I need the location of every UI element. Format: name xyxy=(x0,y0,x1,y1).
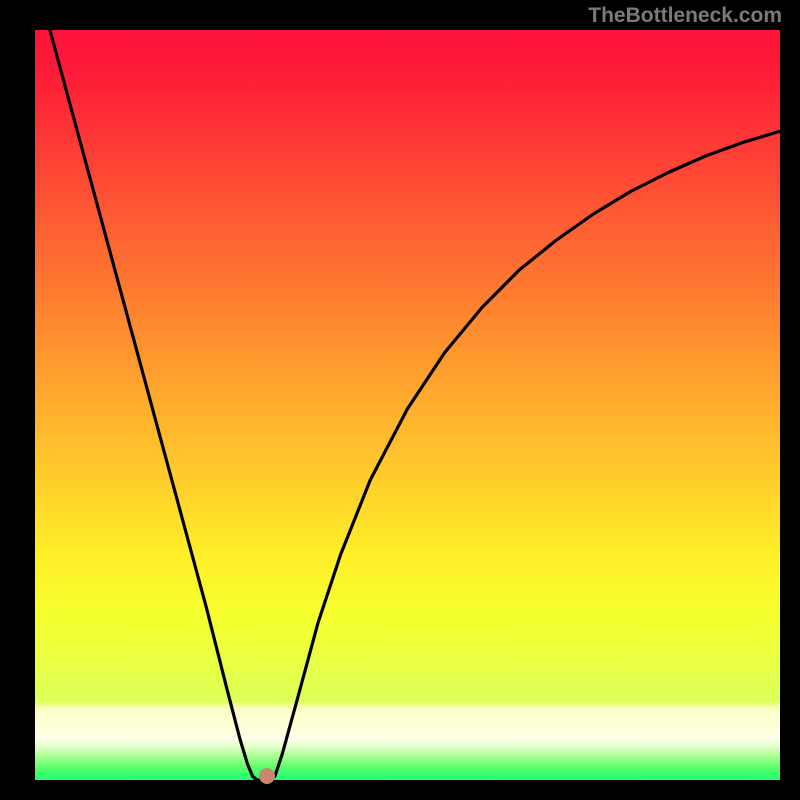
bottleneck-curve xyxy=(35,30,780,780)
chart-container: TheBottleneck.com xyxy=(0,0,800,800)
plot-area xyxy=(35,30,780,780)
optimal-point-marker xyxy=(259,768,275,784)
watermark-text: TheBottleneck.com xyxy=(588,4,782,28)
